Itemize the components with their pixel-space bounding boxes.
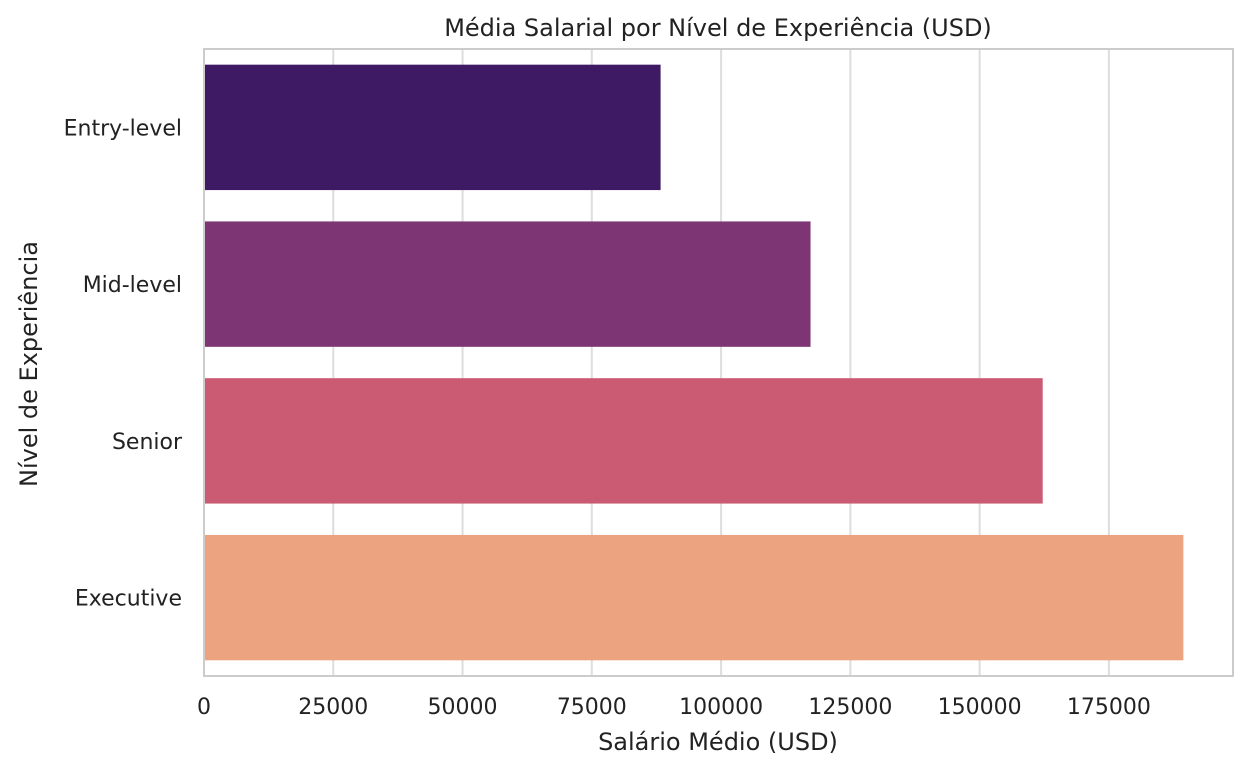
bar-executive <box>204 534 1184 661</box>
bar-senior <box>204 378 1043 504</box>
bar-entry-level <box>204 64 661 191</box>
y-tick-label: Entry-level <box>64 116 182 141</box>
y-tick-label: Executive <box>75 587 182 612</box>
x-axis-label: Salário Médio (USD) <box>598 728 838 756</box>
x-tick-label: 150000 <box>938 695 1022 720</box>
x-tick-label: 0 <box>197 695 211 720</box>
x-tick-label: 100000 <box>679 695 763 720</box>
y-tick-label: Senior <box>112 430 183 455</box>
plot-frame <box>203 48 1234 677</box>
x-tick-label: 50000 <box>428 695 498 720</box>
y-tick-labels: Entry-level Mid-level Senior Executive <box>64 116 183 611</box>
x-tick-label: 125000 <box>808 695 892 720</box>
y-axis-label: Nível de Experiência <box>15 241 43 487</box>
x-tick-label: 175000 <box>1067 695 1151 720</box>
bars <box>204 64 1184 661</box>
y-tick-label: Mid-level <box>83 273 182 298</box>
x-tick-labels: 0 25000 50000 75000 100000 125000 150000 175000 <box>197 695 1151 720</box>
chart-title: Média Salarial por Nível de Experiência … <box>444 14 992 42</box>
x-tick-label: 25000 <box>298 695 368 720</box>
bar-mid-level <box>204 221 811 347</box>
x-tick-label: 75000 <box>557 695 627 720</box>
